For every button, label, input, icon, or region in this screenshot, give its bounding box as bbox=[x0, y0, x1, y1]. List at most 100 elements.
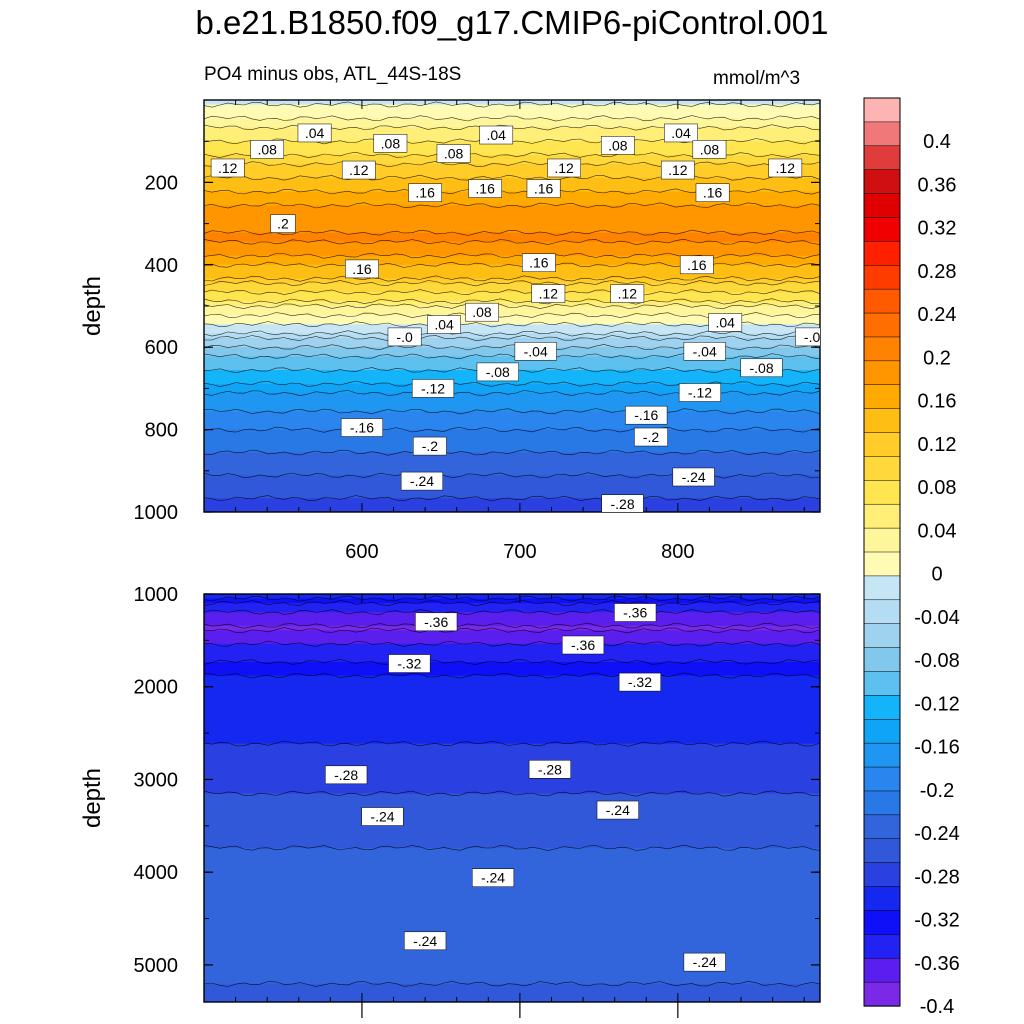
contour-band bbox=[204, 255, 820, 262]
contour-band bbox=[204, 625, 820, 632]
colorbar-swatch bbox=[863, 575, 901, 601]
variable-subtitle: PO4 minus obs, ATL_44S-18S bbox=[204, 64, 462, 85]
colorbar-swatch bbox=[863, 312, 901, 338]
colorbar-swatch bbox=[863, 981, 901, 1007]
contour-label: .16 bbox=[534, 181, 554, 197]
contour-band bbox=[204, 730, 820, 736]
contour-band bbox=[204, 947, 820, 953]
colorbar-swatch bbox=[863, 384, 901, 410]
colorbar-tick-label: 0.2 bbox=[923, 347, 951, 369]
plot-frame bbox=[203, 593, 821, 1003]
contour-band bbox=[204, 150, 820, 156]
colorbar-swatch bbox=[863, 336, 901, 362]
contour-label: -.24 bbox=[606, 802, 630, 818]
y-tick-label: 800 bbox=[145, 420, 178, 442]
contour-label-box bbox=[692, 140, 727, 159]
contour-label: -.36 bbox=[623, 605, 647, 621]
colorbar-swatch bbox=[863, 480, 901, 505]
colorbar-swatch bbox=[863, 886, 901, 912]
contour-band bbox=[204, 603, 820, 609]
contour-band bbox=[204, 680, 820, 686]
contour-band bbox=[204, 315, 820, 321]
contour-label-box bbox=[547, 158, 581, 178]
contour-label-box bbox=[614, 603, 657, 622]
contour-label-box bbox=[678, 383, 722, 402]
contour-band bbox=[204, 379, 820, 385]
contour-band bbox=[204, 154, 820, 161]
contour-band bbox=[204, 283, 820, 289]
x-tick-label: 800 bbox=[661, 541, 694, 563]
contour-label-box bbox=[695, 183, 730, 202]
contour-label: -.0 bbox=[396, 329, 413, 345]
contour-label: -.28 bbox=[611, 496, 635, 512]
contour-label-box bbox=[600, 136, 635, 155]
contour-label: .04 bbox=[715, 314, 735, 330]
contour-label: -.16 bbox=[634, 407, 658, 423]
contour-label: -.28 bbox=[538, 761, 562, 777]
contour-band bbox=[204, 734, 820, 740]
contour-band bbox=[204, 897, 820, 904]
colorbar-tick-label: 0 bbox=[931, 564, 942, 586]
contour-band bbox=[204, 707, 820, 713]
contour-band bbox=[204, 766, 820, 772]
contour-band bbox=[204, 992, 820, 999]
contour-label: .04 bbox=[305, 125, 325, 141]
y-tick-label: 200 bbox=[145, 172, 178, 194]
colorbar-swatch bbox=[863, 360, 901, 386]
contour-band bbox=[204, 164, 820, 170]
contour-band bbox=[204, 324, 820, 330]
contour-label: .12 bbox=[539, 286, 559, 302]
contour-band bbox=[204, 200, 820, 207]
contour-line bbox=[204, 302, 820, 310]
contour-band bbox=[204, 219, 820, 225]
contour-band bbox=[204, 122, 820, 129]
contour-band bbox=[204, 811, 820, 817]
contour-band bbox=[204, 757, 820, 763]
contour-label: -.24 bbox=[682, 469, 706, 485]
contour-band bbox=[204, 770, 820, 777]
contour-band bbox=[204, 333, 820, 339]
contour-band bbox=[204, 711, 820, 718]
contour-band bbox=[204, 938, 820, 944]
contour-band bbox=[204, 466, 820, 472]
contour-line bbox=[204, 595, 820, 602]
contour-band bbox=[204, 639, 820, 645]
contour-band bbox=[204, 429, 820, 435]
contour-band bbox=[204, 856, 820, 863]
contour-label: -.08 bbox=[749, 360, 773, 376]
x-tick-label: 600 bbox=[345, 541, 378, 563]
contour-band bbox=[204, 825, 820, 831]
contour-label: -.04 bbox=[524, 343, 548, 359]
contour-band bbox=[204, 177, 820, 184]
colorbar: 0.4 0.36 0.32 0.28 0.24 0.2 0.16 0.12 0.08 0.04 0 -… bbox=[863, 97, 960, 1018]
contour-line bbox=[204, 449, 820, 456]
colorbar-swatch bbox=[863, 527, 901, 553]
contour-label-box bbox=[795, 327, 820, 347]
contour-line bbox=[204, 495, 820, 502]
contour-band bbox=[204, 775, 820, 781]
colorbar-swatch bbox=[863, 241, 901, 266]
contour-band bbox=[204, 684, 820, 690]
contour-band bbox=[204, 269, 820, 275]
contour-label-box bbox=[388, 654, 431, 673]
colorbar-swatch bbox=[863, 790, 901, 816]
colorbar-swatch bbox=[863, 408, 901, 434]
colorbar-swatch bbox=[863, 623, 901, 649]
colorbar-swatch bbox=[863, 742, 901, 768]
colorbar-tick-label: 0.36 bbox=[918, 174, 957, 196]
contour-band bbox=[204, 956, 820, 962]
contour-label: -.04 bbox=[693, 343, 717, 359]
contour-label-box bbox=[610, 284, 645, 303]
contour-label-box bbox=[618, 672, 661, 692]
contour-label: .12 bbox=[554, 160, 574, 176]
y-axis-label: depth bbox=[79, 276, 106, 336]
contour-label: -.08 bbox=[486, 364, 510, 380]
contour-label: -.16 bbox=[350, 420, 374, 436]
contour-line bbox=[204, 609, 820, 616]
contour-label: -.2 bbox=[643, 429, 660, 445]
contour-line bbox=[204, 408, 820, 415]
contour-band bbox=[204, 970, 820, 976]
contour-band bbox=[204, 232, 820, 239]
contour-label: -.32 bbox=[628, 674, 652, 690]
contour-label-box bbox=[660, 160, 695, 180]
